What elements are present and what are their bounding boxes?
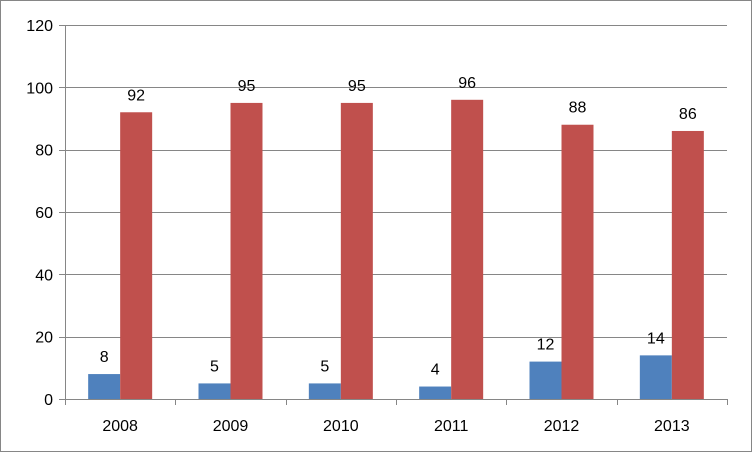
x-tick-label: 2010	[323, 418, 359, 435]
labels: 0 20 40 60 80 100 120 8 92 2008 5 95 2009 5 95 2010 4 96 2…	[26, 18, 697, 435]
x-tick-label: 2013	[654, 418, 690, 435]
y-tick-label: 100	[26, 80, 53, 97]
bar-series-2-2008	[120, 112, 153, 400]
gridlines	[65, 25, 727, 338]
bar-series-1-2010	[308, 383, 341, 399]
x-tick-label: 2009	[213, 418, 249, 435]
bar-series-2-2013	[671, 130, 704, 399]
data-label: 14	[647, 330, 665, 347]
data-label: 88	[569, 100, 587, 117]
data-label: 4	[431, 362, 440, 379]
data-label: 5	[320, 358, 329, 375]
bar-series-2-2009	[230, 102, 263, 400]
y-tick-label: 40	[35, 267, 53, 284]
data-label: 95	[238, 78, 256, 95]
bar-series-1-2013	[639, 355, 672, 399]
y-tick-label: 20	[35, 330, 53, 347]
data-label: 95	[348, 78, 366, 95]
data-label: 86	[679, 106, 697, 123]
bar-series-2-2011	[451, 99, 484, 400]
bar-series-1-2008	[88, 374, 121, 399]
data-label: 5	[210, 358, 219, 375]
bar-series-2-2010	[340, 102, 373, 400]
data-label: 96	[458, 75, 476, 92]
y-tick-label: 80	[35, 143, 53, 160]
data-label: 12	[537, 337, 555, 354]
bar-series-1-2011	[419, 386, 452, 399]
x-tick-label: 2008	[102, 418, 138, 435]
x-tick-label: 2011	[434, 418, 469, 435]
axes	[59, 25, 728, 405]
bar-series-2-2012	[561, 124, 594, 399]
bar-series-1-2012	[529, 361, 562, 399]
x-tick-label: 2012	[544, 418, 580, 435]
y-tick-label: 0	[44, 392, 53, 409]
data-label: 92	[127, 87, 145, 104]
y-tick-label: 120	[26, 18, 53, 35]
data-label: 8	[100, 349, 109, 366]
bars	[88, 99, 704, 400]
y-tick-label: 60	[35, 205, 53, 222]
bar-series-1-2009	[198, 383, 231, 399]
